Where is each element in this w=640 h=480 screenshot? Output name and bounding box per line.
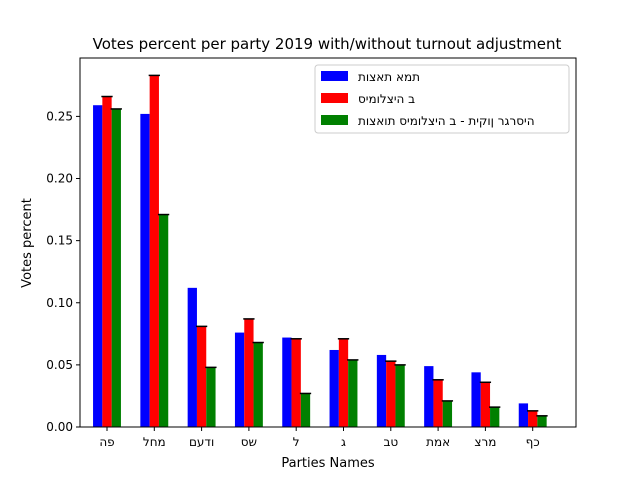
bar-3-3 [206, 367, 216, 427]
bar-1-2 [140, 113, 150, 427]
legend-swatch-2 [321, 93, 348, 103]
y-tick-label: 0.05 [46, 358, 73, 372]
legend-box [314, 64, 570, 134]
legend-swatch-1 [321, 71, 348, 81]
x-tick-label: אמת [426, 435, 450, 449]
legend-label-1: תמא תאצות [358, 70, 420, 84]
bar-2-6 [338, 338, 349, 427]
bar-1-4 [234, 332, 245, 427]
bar-2-8 [433, 379, 443, 427]
bar-1-5 [282, 337, 292, 427]
y-axis-label: Votes percent [20, 198, 35, 288]
bar-2-7 [386, 361, 396, 427]
bar-2-3 [196, 326, 207, 427]
chart-title: Votes percent per party 2019 with/withou… [93, 35, 562, 53]
bar-3-10 [537, 415, 547, 427]
bar-3-2 [158, 214, 169, 427]
bar-1-9 [471, 372, 481, 427]
bar-2-1 [102, 96, 112, 428]
x-tick-label: כף [526, 435, 540, 449]
y-tick-label: 0.25 [46, 109, 73, 123]
x-tick-label: שס [241, 435, 257, 449]
x-tick-label: מרצ [474, 435, 496, 449]
bar-3-8 [442, 400, 453, 427]
bar-3-4 [253, 342, 263, 427]
bar-2-5 [291, 338, 301, 427]
y-tick-label: 0.20 [46, 172, 73, 186]
x-tick-label: ל [293, 435, 300, 449]
bars-layer [93, 75, 547, 428]
bar-2-4 [244, 318, 254, 427]
x-axis-label: Parties Names [281, 456, 375, 471]
x-tick-label: ג [341, 435, 346, 449]
legend: תמא תאצות ב היצלומיס היסרגר ןוקית - ב היצל… [314, 64, 570, 134]
x-tick-label: טב [383, 435, 398, 449]
bar-2-2 [149, 75, 159, 427]
bar-1-6 [329, 349, 339, 427]
x-tick-label: מחל [143, 435, 166, 449]
bar-3-7 [395, 364, 405, 427]
bar-3-9 [490, 407, 500, 427]
y-tick-label: 0.15 [46, 234, 73, 248]
x-tick-label: ודעם [189, 435, 214, 449]
legend-swatch-3 [321, 115, 348, 125]
bar-1-10 [518, 403, 529, 427]
bar-3-1 [111, 108, 121, 427]
bar-1-7 [376, 354, 387, 427]
y-axis: 0.00 0.05 0.10 0.15 0.20 0.25 [46, 109, 80, 434]
legend-label-3: היסרגר ןוקית - ב היצלומיס תואצות [358, 114, 535, 128]
bar-3-5 [300, 393, 311, 427]
bar-2-10 [528, 410, 538, 427]
bar-1-8 [424, 366, 434, 427]
bar-1-3 [187, 287, 197, 427]
error-bars-layer [101, 74, 548, 417]
x-tick-label: פה [99, 435, 114, 449]
legend-label-2: ב היצלומיס [358, 92, 415, 106]
plot-frame [79, 57, 577, 428]
bar-3-6 [348, 359, 358, 427]
x-axis: פה מחל ודעם שס ל ג טב אמת מרצ כף [99, 427, 540, 449]
bar-2-9 [480, 382, 491, 427]
bar-1-1 [93, 105, 103, 428]
y-tick-label: 0.00 [46, 420, 73, 434]
y-tick-label: 0.10 [46, 296, 73, 310]
